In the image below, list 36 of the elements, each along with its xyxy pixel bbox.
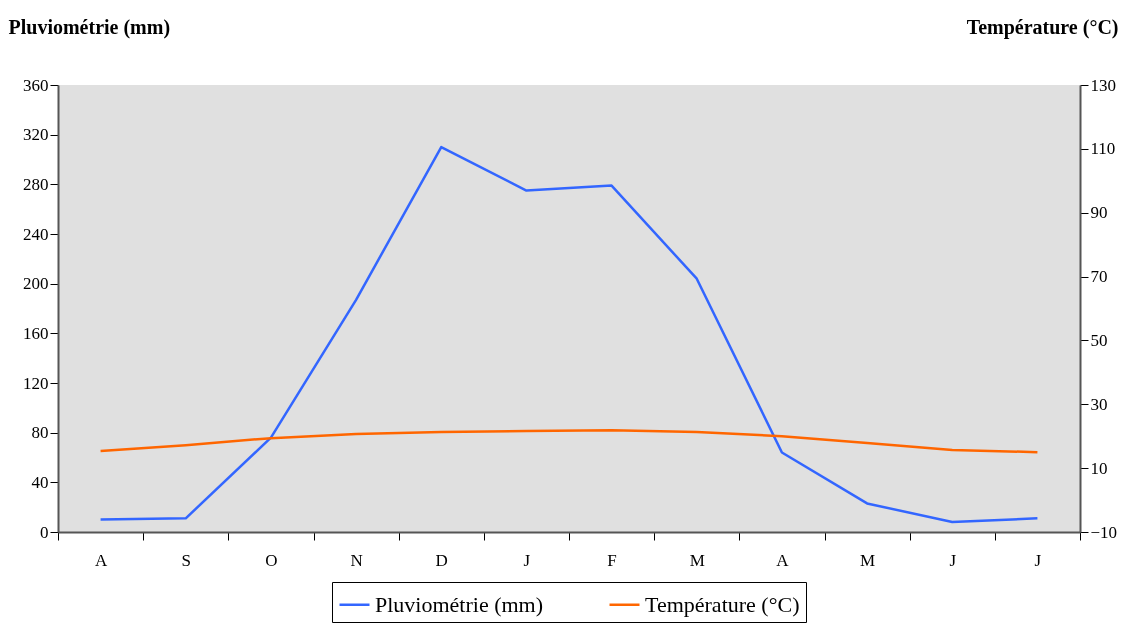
- y-tick-label: 200: [23, 274, 49, 294]
- x-tick-label: F: [607, 550, 617, 570]
- y2-tick-label: −10: [1090, 522, 1118, 542]
- y-tick-label: 160: [23, 323, 49, 343]
- x-tick-label: O: [265, 550, 278, 570]
- x-tick-label: A: [776, 550, 790, 570]
- y-tick-label: 320: [23, 125, 49, 145]
- y-tick-label: 360: [23, 75, 49, 95]
- y-tick-label: 80: [31, 423, 49, 443]
- y2-tick-label: 130: [1090, 75, 1116, 95]
- y-tick-label: 240: [23, 224, 49, 244]
- y2-tick-label: 10: [1090, 458, 1108, 478]
- line-series: [99, 145, 1039, 524]
- y-tick-label: 120: [23, 373, 49, 393]
- legend-label: Température (°C): [645, 591, 800, 617]
- y2-axis-title: Température (°C): [966, 15, 1119, 39]
- y-tick-label: 280: [23, 174, 49, 194]
- x-tick-label: J: [523, 550, 531, 570]
- x-tick-label: J: [1034, 550, 1042, 570]
- x-tick-label: S: [181, 550, 191, 570]
- x-tick-label: D: [435, 550, 448, 570]
- y2-tick-label: 70: [1090, 267, 1108, 287]
- y2-tick-label: 90: [1090, 203, 1108, 223]
- x-tick-label: M: [689, 550, 705, 570]
- legend-label: Pluviométrie (mm): [375, 591, 544, 617]
- x-tick-label: A: [94, 550, 108, 570]
- x-tick-label: N: [350, 550, 363, 570]
- x-tick-label: M: [860, 550, 876, 570]
- y-tick-label: 0: [40, 522, 49, 542]
- y2-tick-label: 110: [1090, 139, 1116, 159]
- y2-tick-label: 50: [1090, 330, 1108, 350]
- line-series: [99, 428, 1039, 454]
- y-tick-label: 40: [31, 472, 49, 492]
- y-axis-title: Pluviométrie (mm): [8, 15, 171, 39]
- x-tick-label: J: [949, 550, 957, 570]
- y2-tick-label: 30: [1090, 394, 1108, 414]
